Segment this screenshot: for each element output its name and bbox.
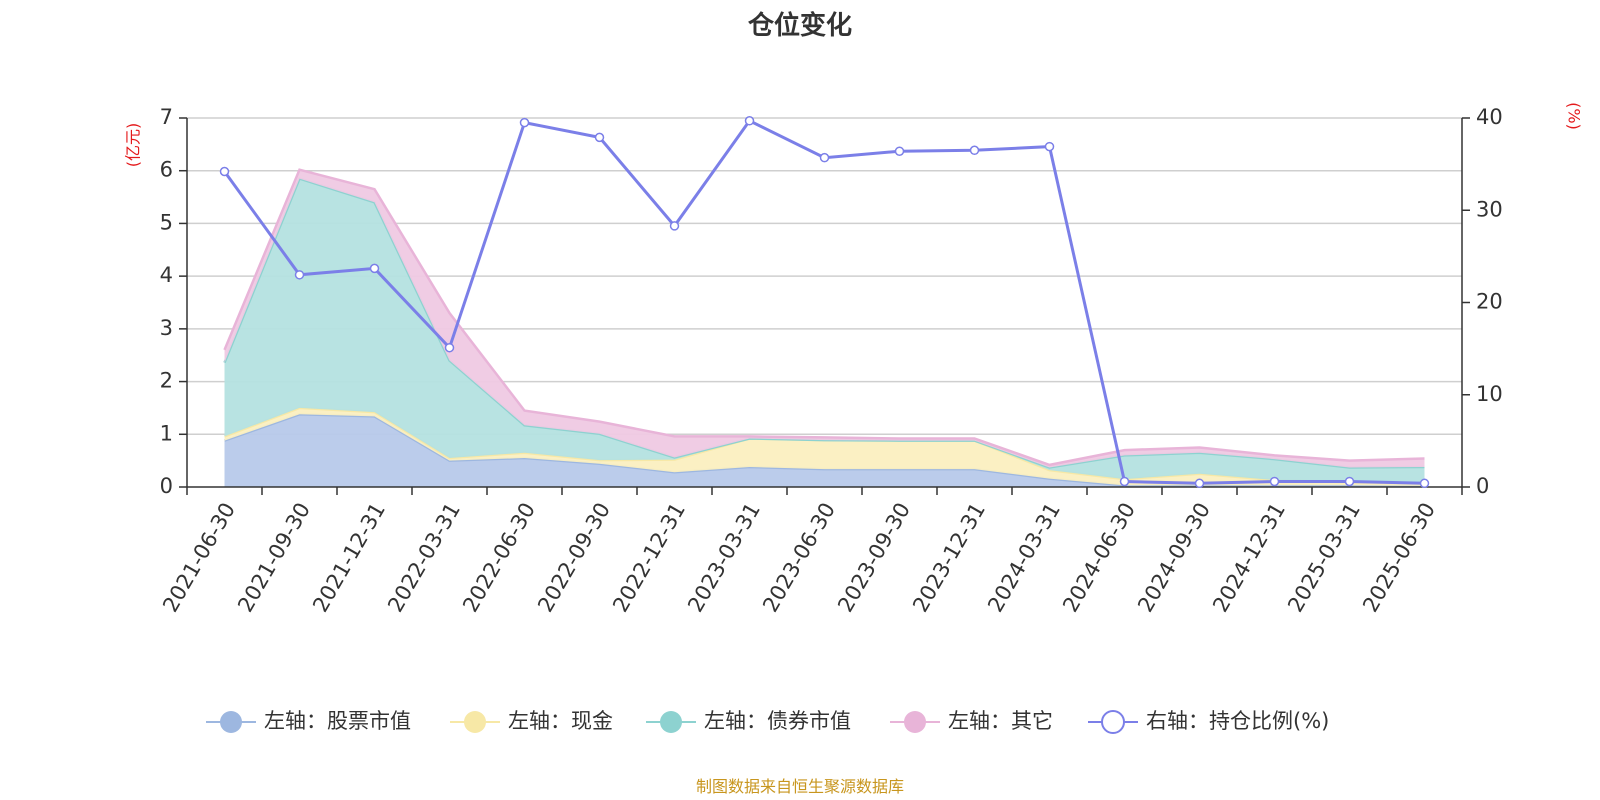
ratio-point [594, 132, 605, 143]
ratio-point [969, 145, 980, 156]
left-tick-label: 1 [160, 421, 173, 445]
area-左轴：债券市值 [224, 178, 1425, 483]
legend: 左轴：股票市值 左轴：现金 左轴：债券市值 左轴：其它 右轴：持仓比例(%) [206, 709, 1329, 734]
legend-item: 左轴：现金 [450, 709, 613, 733]
area-edge-左轴：其它 [223, 168, 1425, 467]
right-axis-unit: (%) [1565, 102, 1584, 130]
ratio-point [369, 263, 380, 274]
ratio-point [894, 146, 905, 156]
ratio-point [519, 117, 530, 128]
left-tick-label: 5 [160, 210, 173, 234]
area-左轴：现金 [224, 407, 1425, 486]
ratio-point [669, 221, 680, 231]
legend-item: 左轴：其它 [890, 709, 1053, 733]
x-tick-label: 2023-12-31 [908, 499, 990, 617]
legend-label: 左轴：股票市值 [264, 709, 411, 733]
ratio-point [444, 342, 455, 353]
x-tick-label: 2022-03-31 [383, 499, 465, 617]
filled-circle-icon [464, 711, 486, 733]
x-tick-label: 2023-09-30 [833, 499, 915, 617]
x-tick-label: 2024-06-30 [1058, 499, 1140, 617]
ratio-point [1119, 476, 1130, 487]
left-tick-label: 6 [160, 158, 173, 182]
ratio-point [1419, 478, 1430, 489]
ratio-point [1344, 476, 1355, 487]
ratio-point [1194, 478, 1205, 489]
x-tick-label: 2022-12-31 [608, 499, 690, 617]
legend-label: 右轴：持仓比例(%) [1146, 709, 1329, 733]
x-tick-label: 2024-03-31 [983, 499, 1065, 617]
right-tick-label: 0 [1476, 474, 1489, 498]
right-tick-label: 20 [1476, 290, 1503, 314]
left-tick-label: 7 [160, 105, 173, 129]
chart-title: 仓位变化 [747, 10, 852, 41]
source-note: 制图数据来自恒生聚源数据库 [696, 777, 904, 796]
legend-item: 右轴：持仓比例(%) [1088, 709, 1329, 734]
x-tick-label: 2024-12-31 [1208, 499, 1290, 617]
ratio-point [1269, 476, 1280, 487]
left-tick-label: 2 [160, 369, 173, 393]
ratio-point [819, 152, 830, 163]
x-tick-label: 2024-09-30 [1133, 499, 1215, 617]
x-tick-label: 2025-03-31 [1283, 499, 1365, 617]
x-tick-label: 2021-06-30 [158, 499, 240, 617]
x-tick-label: 2025-06-30 [1358, 499, 1440, 617]
x-tick-label: 2022-09-30 [533, 499, 615, 617]
hollow-circle-icon [1101, 710, 1125, 734]
legend-item: 左轴：债券市值 [646, 709, 851, 733]
left-axis-unit: (亿元) [124, 123, 143, 168]
x-tick-label: 2023-03-31 [683, 499, 765, 617]
x-tick-label: 2021-12-31 [308, 499, 390, 617]
x-tick-label: 2023-06-30 [758, 499, 840, 617]
ratio-line-series [219, 116, 1430, 489]
area-左轴：股票市值 [224, 414, 1425, 487]
ratio-point [294, 270, 305, 280]
legend-label: 左轴：现金 [508, 709, 613, 733]
filled-circle-icon [220, 711, 242, 733]
left-tick-label: 0 [160, 474, 173, 498]
right-tick-label: 30 [1476, 197, 1503, 221]
x-tick-label: 2021-09-30 [233, 499, 315, 617]
right-tick-label: 10 [1476, 382, 1503, 406]
ratio-point [744, 116, 755, 126]
legend-item: 左轴：股票市值 [206, 709, 411, 733]
legend-label: 左轴：债券市值 [704, 709, 851, 733]
right-tick-label: 40 [1476, 105, 1503, 129]
x-tick-label: 2022-06-30 [458, 499, 540, 617]
filled-circle-icon [660, 711, 682, 733]
legend-label: 左轴：其它 [948, 709, 1053, 733]
ratio-point [1044, 141, 1055, 152]
area-series [223, 168, 1425, 488]
ratio-point [219, 166, 230, 177]
left-tick-label: 3 [160, 316, 173, 340]
filled-circle-icon [904, 711, 926, 733]
left-tick-label: 4 [160, 263, 173, 287]
